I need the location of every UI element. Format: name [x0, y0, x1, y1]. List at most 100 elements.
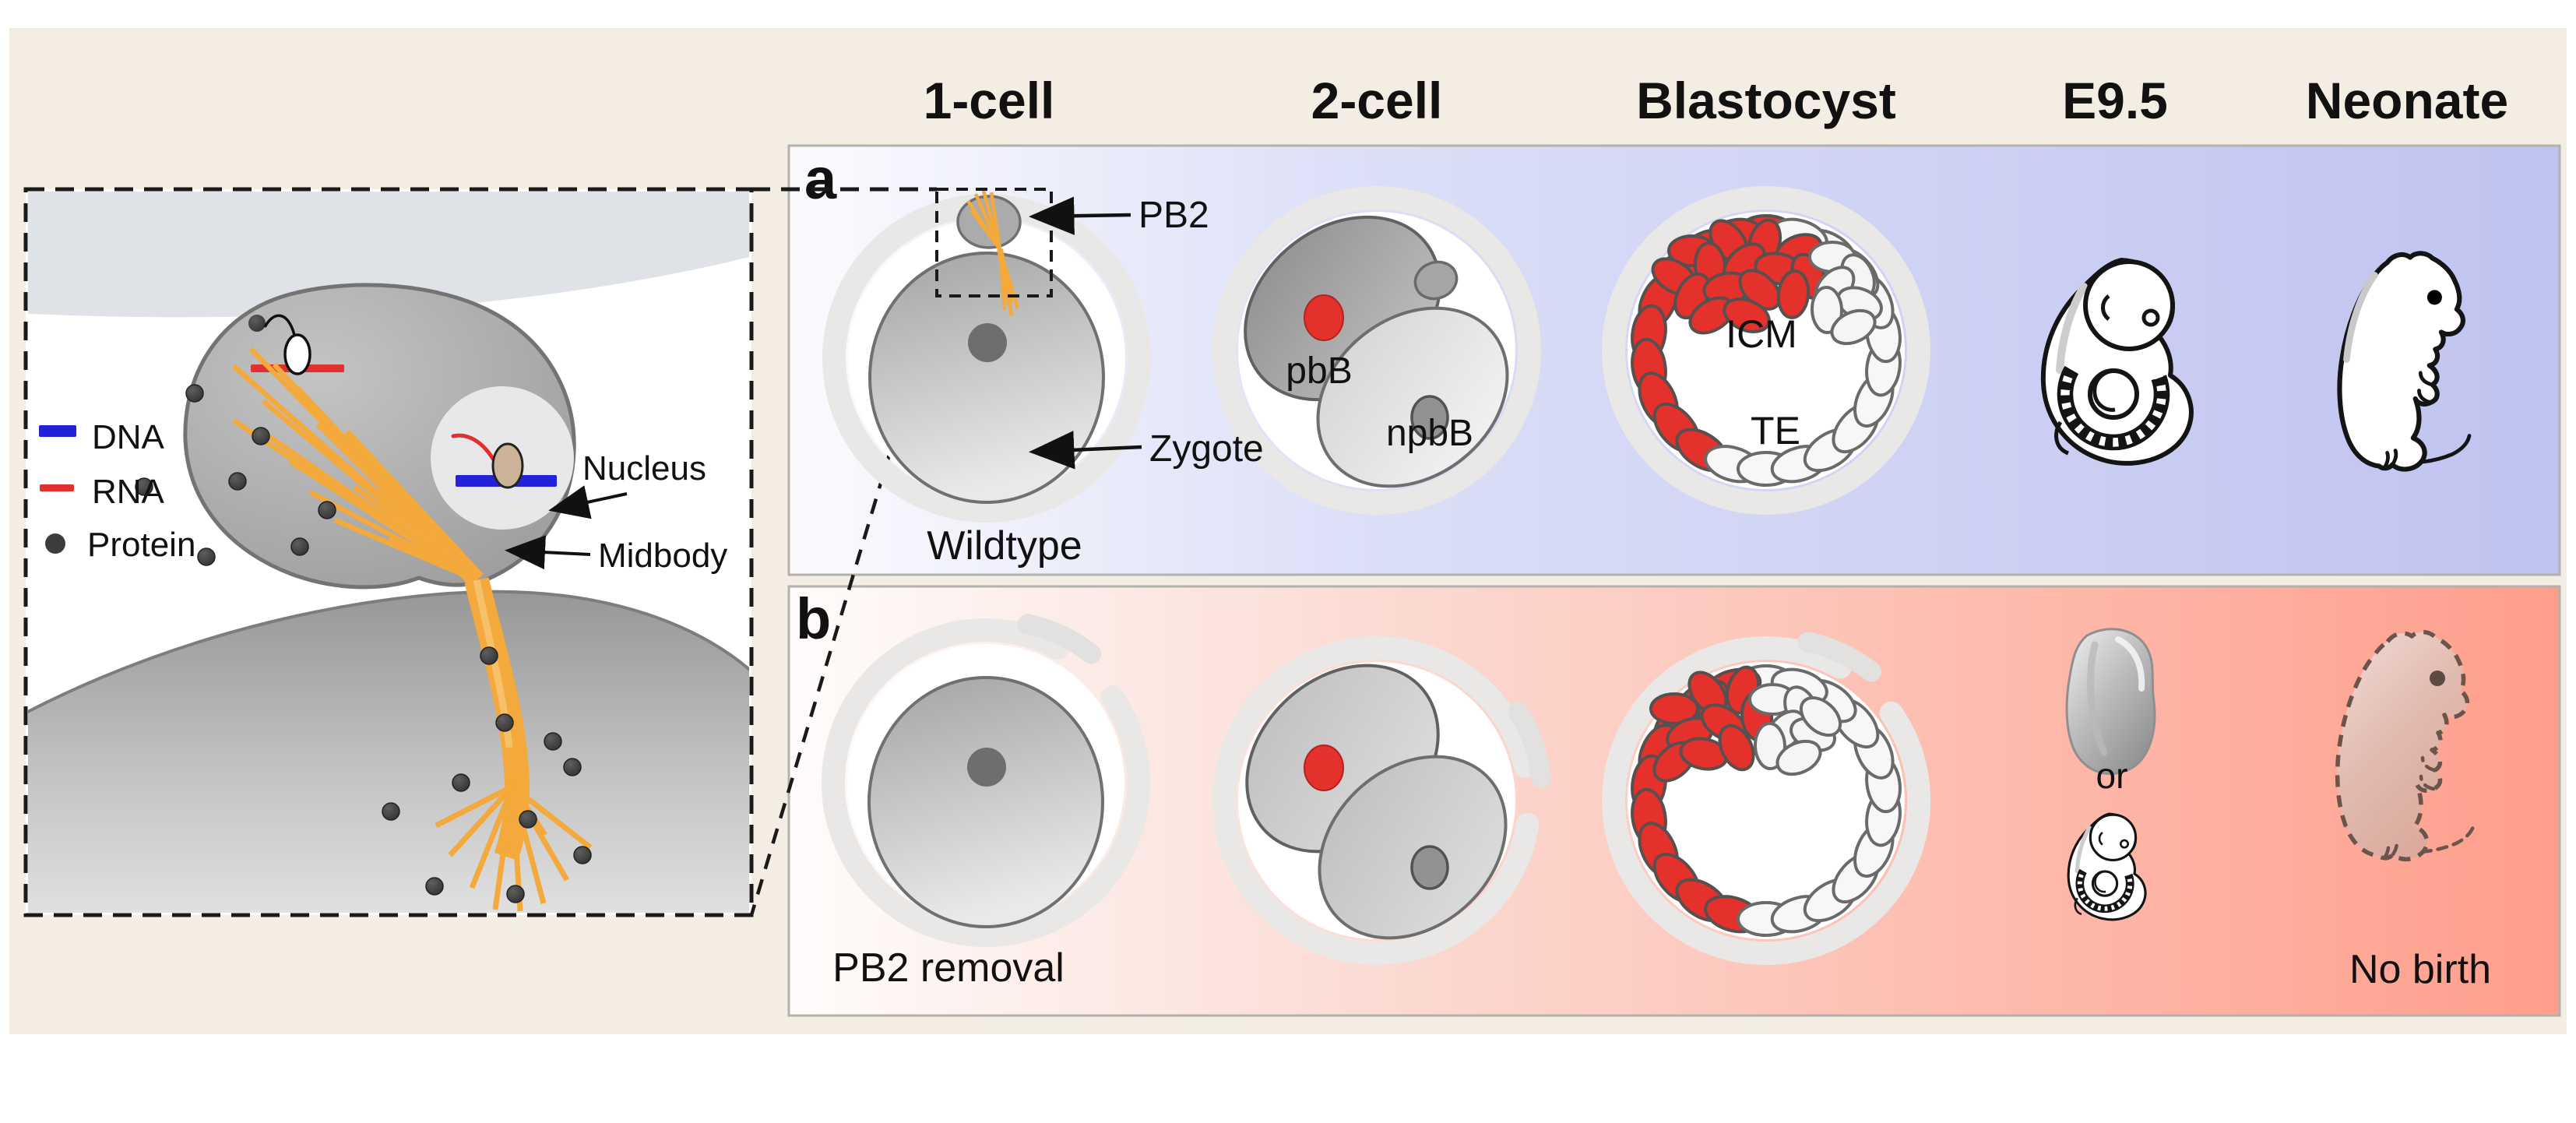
pb2-removal-label: PB2 removal [832, 945, 1065, 991]
protein-dot [452, 773, 470, 792]
protein-dot [252, 427, 270, 445]
zygote-cell [868, 252, 1105, 504]
embryo-1cell-wildtype [822, 190, 1151, 523]
embryo-2cell-pb2removal [1212, 636, 1551, 965]
column-headers: 1-cell 2-cell Blastocyst E9.5 Neonate [924, 72, 2509, 129]
somite-band-inner [2069, 371, 2158, 438]
nucleus-label: Nucleus [582, 449, 706, 488]
pup-shading [2343, 272, 2378, 363]
blob-body [2065, 628, 2156, 776]
protein-dot [519, 810, 537, 829]
zona-flap [1797, 632, 1882, 682]
hind-toe-line [2390, 449, 2398, 466]
protein-dots [135, 384, 592, 903]
zygote-label: Zygote [1149, 428, 1264, 470]
icm-cell-white [1799, 696, 1842, 737]
pup-eye [2426, 290, 2442, 305]
protein-dot [228, 472, 247, 491]
fiber [492, 786, 516, 910]
column-header-e95: E9.5 [2062, 72, 2168, 129]
blastomere-npbb [1318, 755, 1508, 940]
or-label: or [2096, 755, 2128, 796]
no-birth-label: No birth [2349, 947, 2491, 992]
icm-cell-red [1723, 297, 1771, 333]
protein-legend-label: Protein [87, 526, 195, 564]
blob-highlight [2115, 636, 2145, 692]
panel-a-annotations: PB2 Zygote pbB npbB ICM TE Wildtype [927, 195, 1800, 569]
red-nucleus [1304, 745, 1344, 791]
icm-cell-white [1830, 308, 1877, 346]
hind-toe-line [2383, 450, 2390, 469]
midbody-label: Midbody [598, 537, 727, 575]
pharyngeal-arch-line [2101, 294, 2110, 321]
body-shading [2075, 826, 2092, 874]
inset-graphics [28, 192, 749, 913]
fiber [509, 786, 547, 904]
embryo-1cell-pb2removal [821, 614, 1150, 947]
embryo-e95-delayed-small [2067, 812, 2147, 921]
embryo-drawings [821, 186, 2476, 966]
hind-toe-line [2391, 837, 2399, 857]
embryo-eye [2120, 839, 2129, 849]
fiber [978, 203, 1002, 250]
somite-band-outer [2057, 365, 2170, 451]
front-paw-line [2417, 389, 2433, 405]
pup-eye [2430, 671, 2445, 686]
pharyngeal-arch-line [2098, 832, 2103, 846]
protein-dot [563, 758, 582, 776]
icm-cell-white [1775, 739, 1822, 776]
pronucleus [968, 323, 1007, 362]
somite-band-outer [2075, 868, 2134, 914]
zona-flap [1017, 614, 1102, 664]
inner-curl [2094, 870, 2106, 893]
inset-legend: DNA RNA Protein [39, 418, 195, 564]
inset-dashed-border [23, 187, 754, 917]
fiber [388, 535, 478, 583]
pb2-arrow [1029, 196, 1131, 235]
icm-label: ICM [1726, 312, 1797, 356]
tail-line [2054, 421, 2070, 456]
icm-cell-red [1776, 269, 1811, 319]
fiber [469, 785, 516, 889]
resorbed-conceptus [2065, 628, 2156, 776]
inset-outer-region [28, 192, 749, 318]
blob-fold [2087, 641, 2108, 756]
column-header-neonate: Neonate [2306, 72, 2508, 129]
protein-dot [480, 646, 498, 665]
gray-nucleus [1410, 845, 1449, 890]
protein-dot [506, 885, 525, 903]
pb2-polar-body [1413, 260, 1459, 301]
somite-blocks [2076, 869, 2134, 912]
red-nucleus [1304, 294, 1344, 341]
zygote-cell [867, 676, 1104, 928]
panel-a-letter: a [804, 146, 837, 211]
zona-pellucida [821, 618, 1150, 947]
zona-pellucida [1602, 636, 1931, 966]
protein-dot [382, 802, 400, 821]
pup-body [2335, 629, 2470, 861]
front-paw-line [2419, 774, 2436, 791]
zona-pellucida [1212, 186, 1541, 515]
protein-dot [290, 537, 309, 556]
hind-toe-line [2383, 840, 2391, 859]
embryo-head [2083, 259, 2175, 351]
embryo-blastocyst-wildtype [1602, 186, 1930, 515]
panel-b-letter: b [796, 586, 831, 651]
icm-cell-white [1810, 286, 1844, 334]
embryo-head [2089, 813, 2138, 861]
protein-dot [425, 877, 444, 896]
protein-legend-swatch [45, 533, 65, 554]
rna-legend-swatch [40, 484, 74, 491]
embryo-blastocyst-pb2removal [1602, 632, 1931, 966]
midbody-fiber-bundle [231, 347, 593, 912]
embryo-2cell-wildtype [1212, 186, 1541, 515]
protein-dot [544, 732, 562, 751]
protein-dot [248, 315, 266, 332]
icm-cell-red [1718, 723, 1755, 772]
somite-blocks [2059, 367, 2168, 449]
tail-line [2074, 897, 2082, 916]
midbody-inset: DNA RNA Protein Nucleus Midbody [23, 187, 754, 917]
dna-legend-swatch [39, 425, 76, 437]
